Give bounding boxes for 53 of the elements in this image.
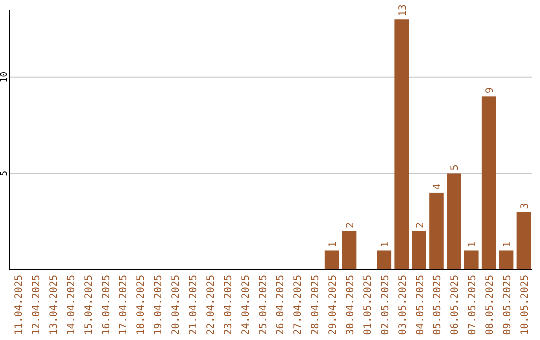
data-label: 2 — [415, 222, 426, 228]
x-tick-label: 04.05.2025 — [415, 275, 426, 336]
x-tick-label: 05.05.2025 — [432, 275, 444, 336]
x-tick-label: 14.04.2025 — [66, 275, 78, 336]
x-tick-label: 26.04.2025 — [276, 275, 287, 336]
x-tick-label: 09.05.2025 — [502, 275, 514, 336]
x-tick-label: 03.05.2025 — [398, 275, 409, 336]
bar — [412, 231, 426, 270]
x-tick-label: 25.04.2025 — [258, 275, 270, 336]
data-label: 5 — [450, 164, 462, 171]
x-tick-label: 02.05.2025 — [380, 275, 392, 336]
data-label: 1 — [328, 242, 340, 248]
x-tick-label: 01.05.2025 — [362, 275, 374, 336]
data-label: 4 — [432, 184, 444, 190]
bar — [394, 20, 409, 270]
bar — [482, 96, 496, 270]
x-tick-label: 20.04.2025 — [171, 275, 182, 336]
x-tick-label: 11.04.2025 — [14, 275, 26, 336]
x-tick-label: 13.04.2025 — [48, 275, 60, 336]
x-tick-label: 22.04.2025 — [206, 275, 217, 336]
bar — [324, 250, 340, 270]
x-tick-label: 18.04.2025 — [136, 275, 148, 336]
x-tick-label: 21.04.2025 — [188, 275, 200, 336]
x-tick-label: 17.04.2025 — [118, 275, 130, 336]
x-tick-label: 28.04.2025 — [310, 275, 322, 336]
bar — [464, 250, 479, 270]
x-tick-label: 30.04.2025 — [346, 275, 357, 336]
data-label: 9 — [485, 88, 496, 94]
x-tick-label: 27.04.2025 — [293, 275, 304, 336]
data-label: 13 — [398, 4, 409, 17]
data-label: 1 — [502, 242, 514, 248]
x-tick-label: 10.05.2025 — [520, 275, 531, 336]
x-tick-label: 06.05.2025 — [450, 275, 462, 336]
bar — [430, 192, 444, 270]
x-tick-label: 08.05.2025 — [485, 275, 496, 336]
x-tick-label: 16.04.2025 — [101, 275, 112, 336]
bar — [342, 231, 357, 270]
bar — [499, 250, 514, 270]
x-tick-label: 07.05.2025 — [468, 275, 479, 336]
bar — [447, 174, 462, 270]
data-label: 3 — [520, 203, 531, 210]
bar — [377, 250, 392, 270]
x-tick-label: 23.04.2025 — [223, 275, 234, 336]
x-tick-label: 19.04.2025 — [154, 275, 165, 336]
x-tick-label: 15.04.2025 — [84, 275, 95, 336]
x-tick-label: 12.04.2025 — [31, 275, 42, 336]
bar — [516, 212, 532, 270]
data-label: 2 — [346, 222, 357, 228]
x-tick-label: 29.04.2025 — [328, 275, 340, 336]
data-label: 1 — [380, 242, 392, 248]
y-tick-label: 10 — [0, 72, 10, 83]
data-label: 1 — [468, 242, 479, 248]
x-tick-label: 24.04.2025 — [240, 275, 252, 336]
